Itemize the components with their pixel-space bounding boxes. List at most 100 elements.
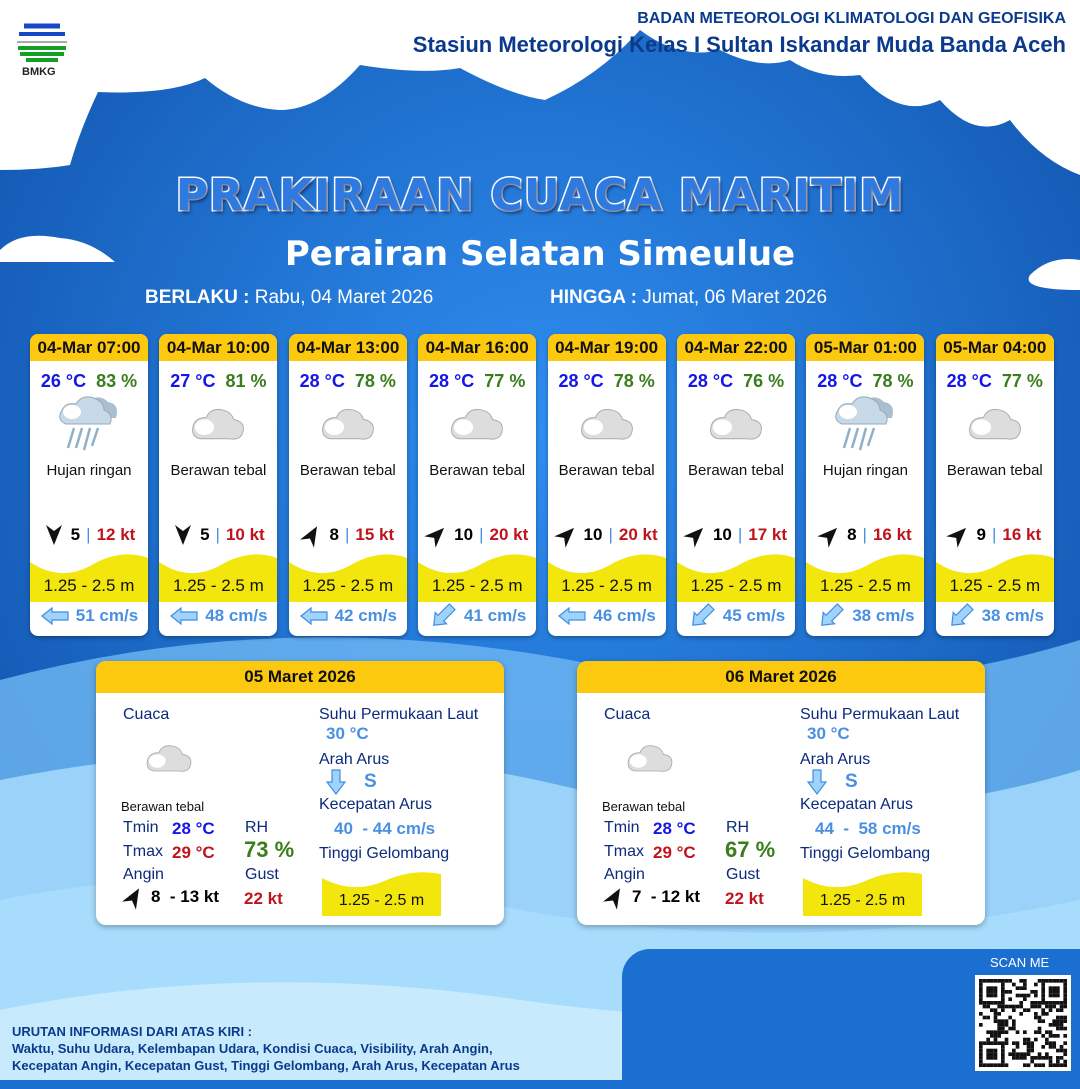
current-direction: S bbox=[364, 771, 377, 792]
current-speed-range: 44 - 58 cm/s bbox=[815, 819, 921, 838]
wave-height: 1.25 - 2.5 m bbox=[302, 576, 394, 595]
sst-label: Suhu Permukaan Laut bbox=[319, 706, 479, 723]
weather-condition: Berawan tebal bbox=[602, 799, 686, 814]
sst-value: 30 °C bbox=[807, 724, 850, 743]
station-name: Stasiun Meteorologi Kelas I Sultan Iskan… bbox=[412, 32, 1066, 57]
air-temperature: 28 °C bbox=[817, 371, 863, 391]
humidity: 78 % bbox=[354, 371, 396, 391]
current-speed: 48 cm/s bbox=[205, 606, 268, 625]
current-speed: 42 cm/s bbox=[334, 606, 397, 625]
page-subtitle: Perairan Selatan Simeulue bbox=[284, 234, 796, 274]
separator: | bbox=[344, 525, 350, 544]
wave-shape bbox=[30, 554, 148, 602]
tmax-label: Tmax bbox=[604, 843, 644, 860]
tmax-label: Tmax bbox=[123, 843, 163, 860]
air-temperature: 28 °C bbox=[299, 371, 345, 391]
humidity: 76 % bbox=[743, 371, 785, 391]
valid-from-label: BERLAKU : bbox=[145, 287, 250, 308]
air-temperature: 28 °C bbox=[558, 371, 604, 391]
cloud-icon bbox=[580, 408, 633, 440]
humidity: 78 % bbox=[872, 371, 914, 391]
current-speed-label: Kecepatan Arus bbox=[319, 796, 432, 813]
tmax-value: 29 °C bbox=[653, 843, 696, 862]
forecast-time: 04-Mar 22:00 bbox=[677, 334, 795, 361]
separator: | bbox=[991, 525, 997, 544]
weather-condition: Hujan ringan bbox=[822, 462, 908, 479]
angin-label: Angin bbox=[123, 866, 164, 883]
forecast-card: 04-Mar 13:00 28 °C 78 % Berawan tebal 8 |… bbox=[288, 334, 407, 636]
separator: | bbox=[479, 525, 484, 544]
wave-height: 1.25 - 2.5 m bbox=[819, 892, 906, 909]
rh-value: 73 % bbox=[244, 837, 295, 862]
air-temperature: 27 °C bbox=[170, 371, 216, 391]
wave-height: 1.25 - 2.5 m bbox=[338, 892, 425, 909]
rh-value: 67 % bbox=[725, 837, 776, 862]
wind-speed: 10 bbox=[454, 525, 474, 544]
wind-speed: 5 bbox=[200, 525, 210, 544]
current-direction-icon bbox=[40, 606, 69, 626]
weather-condition: Berawan tebal bbox=[946, 462, 1043, 479]
separator: | bbox=[862, 525, 867, 544]
forecast-time: 04-Mar 16:00 bbox=[418, 334, 537, 361]
current-speed: 41 cm/s bbox=[463, 606, 527, 625]
wave-shape bbox=[547, 554, 666, 602]
current-direction-icon bbox=[170, 606, 198, 626]
current-speed: 45 cm/s bbox=[722, 606, 786, 625]
wind-direction-icon bbox=[817, 527, 838, 548]
bmkg-logo bbox=[17, 23, 67, 62]
tmin-label: Tmin bbox=[123, 819, 159, 836]
current-direction-icon bbox=[821, 603, 845, 626]
current-direction: S bbox=[845, 771, 858, 792]
gust-label: Gust bbox=[245, 866, 279, 883]
forecast-time: 04-Mar 07:00 bbox=[30, 334, 148, 361]
wave-height: 1.25 - 2.5 m bbox=[561, 576, 652, 595]
humidity: 81 % bbox=[225, 371, 267, 391]
wind-speed: 8 bbox=[847, 525, 857, 544]
rain-cloud-icon bbox=[835, 396, 894, 451]
wave-height: 1.25 - 2.5 m bbox=[949, 576, 1041, 595]
separator: | bbox=[86, 525, 91, 544]
logo-text: BMKG bbox=[22, 66, 56, 78]
wind-direction-icon bbox=[553, 527, 574, 548]
valid-from: BERLAKU : Rabu, 04 Maret 2026 bbox=[145, 287, 433, 309]
wind-speed: 5 bbox=[70, 525, 81, 544]
current-direction-icon bbox=[950, 603, 974, 626]
valid-from-date: Rabu, 04 Maret 2026 bbox=[254, 287, 434, 308]
page-title: PRAKIRAAN CUACA MARITIM bbox=[174, 169, 905, 223]
qr-code[interactable] bbox=[975, 975, 1071, 1071]
gust-value: 22 kt bbox=[725, 889, 764, 908]
wind-speed: 10 bbox=[712, 525, 732, 544]
wave-shape bbox=[677, 554, 795, 602]
forecast-card: 05-Mar 01:00 28 °C 78 % Hujan ringan 8 | 1… bbox=[806, 334, 925, 636]
cuaca-label: Cuaca bbox=[604, 706, 651, 723]
weather-condition: Berawan tebal bbox=[558, 462, 655, 479]
current-speed: 38 cm/s bbox=[981, 606, 1044, 625]
weather-condition: Berawan tebal bbox=[299, 462, 396, 479]
wind-speed: 9 bbox=[976, 525, 986, 544]
cloud-icon bbox=[192, 408, 245, 440]
gust-speed: 17 kt bbox=[748, 525, 788, 544]
summary-date: 05 Maret 2026 bbox=[96, 661, 504, 693]
wave-height: 1.25 - 2.5 m bbox=[43, 576, 135, 595]
cuaca-label: Cuaca bbox=[123, 706, 170, 723]
forecast-time: 05-Mar 04:00 bbox=[935, 334, 1054, 361]
wind-speed: 8 bbox=[329, 525, 339, 544]
wind-range: 8 - 13 kt bbox=[151, 887, 220, 906]
current-direction-icon bbox=[433, 603, 456, 626]
gust-speed: 20 kt bbox=[489, 525, 529, 544]
current-direction-icon bbox=[807, 769, 827, 795]
tmin-value: 28 °C bbox=[172, 819, 215, 838]
rh-label: RH bbox=[245, 819, 269, 836]
air-temperature: 28 °C bbox=[429, 371, 475, 391]
wind-direction-icon bbox=[603, 888, 620, 910]
current-direction-icon bbox=[691, 603, 715, 626]
forecast-time: 04-Mar 10:00 bbox=[159, 334, 278, 361]
forecast-card: 04-Mar 22:00 28 °C 76 % Berawan tebal 10… bbox=[677, 334, 795, 636]
note-title: URUTAN INFORMASI DARI ATAS KIRI : bbox=[12, 1024, 252, 1039]
separator: | bbox=[215, 525, 220, 544]
weather-condition: Berawan tebal bbox=[170, 462, 267, 479]
forecast-time: 04-Mar 13:00 bbox=[288, 334, 407, 361]
cloud-icon bbox=[321, 408, 374, 440]
current-direction-label: Arah Arus bbox=[800, 751, 871, 768]
wave-shape bbox=[322, 872, 441, 916]
